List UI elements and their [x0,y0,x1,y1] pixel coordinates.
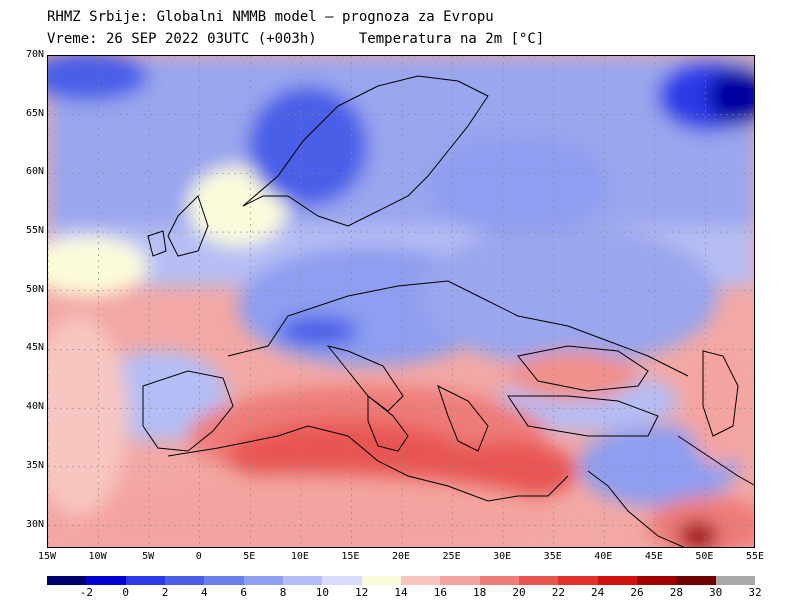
latitude-label: 60N [25,166,44,178]
colorbar-label: 26 [630,586,644,599]
colorbar-swatch [440,576,481,585]
longitude-label: 15W [37,551,57,562]
forecast-time-and-variable: Vreme: 26 SEP 2022 03UTC (+003h) Tempera… [47,31,545,47]
colorbar-swatch [637,576,677,585]
longitude-label: 30E [493,551,512,562]
colorbar-swatch [125,576,166,585]
longitude-label: 10E [290,551,309,562]
colorbar-swatch [204,576,245,585]
colorbar-label: 20 [512,586,526,599]
colorbar-swatch [165,576,205,585]
colorbar-label: 14 [394,586,408,599]
longitude-label: 0 [195,551,202,562]
colorbar-swatch [86,576,127,585]
colorbar-swatch [243,576,284,585]
longitude-label: 5W [142,551,155,562]
colorbar-label: 6 [240,586,247,599]
colorbar-label: 28 [669,586,683,599]
longitude-label: 5E [243,551,256,562]
latitude-label: 65N [25,107,44,119]
latitude-label: 70N [25,49,44,60]
temperature-map [47,55,755,548]
colorbar-swatch [676,576,717,585]
coastlines [142,75,754,547]
temperature-colorbar [47,576,756,585]
latitude-label: 30N [25,518,44,530]
longitude-label: 35E [543,551,562,562]
colorbar-label: 12 [355,586,369,599]
colorbar-label: 16 [433,586,447,599]
colorbar-swatch [479,576,520,585]
colorbar-swatch [322,576,363,585]
colorbar-label: -2 [79,586,93,599]
colorbar-swatch [715,576,756,585]
colorbar-label: 2 [161,586,169,599]
longitude-label: 20E [391,551,411,562]
longitude-label: 45E [644,551,663,562]
longitude-label: 40E [594,551,613,562]
colorbar-label: 4 [201,586,208,599]
colorbar-label: 10 [315,586,329,599]
colorbar-swatch [401,576,441,585]
latitude-label: 55N [25,225,44,237]
colorbar-label: 22 [551,586,565,599]
longitude-label: 50E [695,551,714,562]
map-title: RHMZ Srbije: Globalni NMMB model — progn… [47,9,494,25]
colorbar-label: 0 [122,586,129,599]
longitude-label: 10W [88,551,107,562]
longitude-label: 15E [341,551,360,562]
colorbar-label: 30 [709,586,723,599]
longitude-label: 55E [745,551,765,562]
colorbar-label: 32 [748,586,762,599]
colorbar-swatch [558,576,599,585]
latitude-label: 40N [25,401,44,413]
colorbar-label: 24 [591,586,605,599]
colorbar-swatch [47,576,87,585]
latitude-label: 45N [25,342,44,354]
longitude-label: 25E [442,551,461,562]
colorbar-swatch [361,576,402,585]
colorbar-swatch [597,576,638,585]
colorbar-label: 18 [473,586,487,599]
temperature-field [48,56,754,547]
colorbar-label: 8 [279,586,287,599]
latitude-label: 50N [25,283,44,295]
colorbar-swatch [519,576,559,585]
colorbar-swatch [283,576,323,585]
latitude-label: 35N [25,459,44,471]
